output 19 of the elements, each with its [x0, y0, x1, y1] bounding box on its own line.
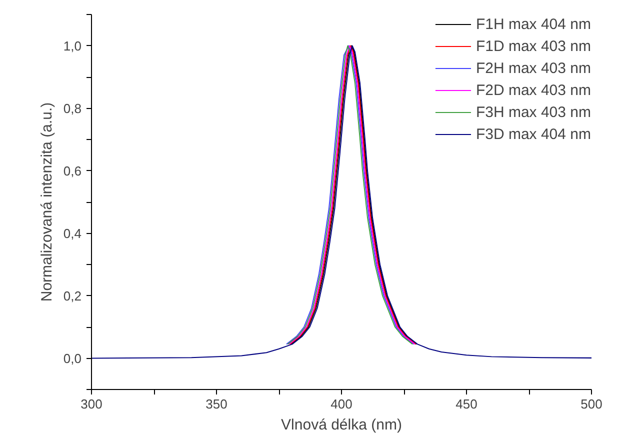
legend-label: F2H max 403 nm [476, 60, 591, 76]
y-tick-label: 0,2 [63, 288, 82, 304]
y-tick-label: 1,0 [63, 38, 82, 54]
legend-label: F1D max 403 nm [476, 38, 591, 54]
legend-label: F2D max 403 nm [476, 82, 591, 98]
x-tick-label: 450 [456, 396, 478, 412]
x-tick-label: 500 [580, 396, 602, 412]
x-tick-label: 350 [206, 396, 228, 412]
legend-label: F3H max 403 nm [476, 104, 591, 120]
x-axis-title: Vlnová délka (nm) [281, 416, 402, 434]
legend-label: F3D max 404 nm [476, 126, 591, 142]
legend-label: F1H max 404 nm [476, 16, 591, 32]
y-tick-label: 0,0 [63, 350, 82, 366]
y-tick-label: 0,8 [63, 100, 82, 116]
y-tick-label: 0,4 [63, 226, 82, 241]
x-tick-label: 300 [80, 396, 102, 412]
y-axis-title: Normalizovaná intenzita (a.u.) [38, 102, 56, 302]
y-tick-label: 0,6 [63, 163, 82, 178]
x-tick-label: 400 [330, 396, 352, 412]
